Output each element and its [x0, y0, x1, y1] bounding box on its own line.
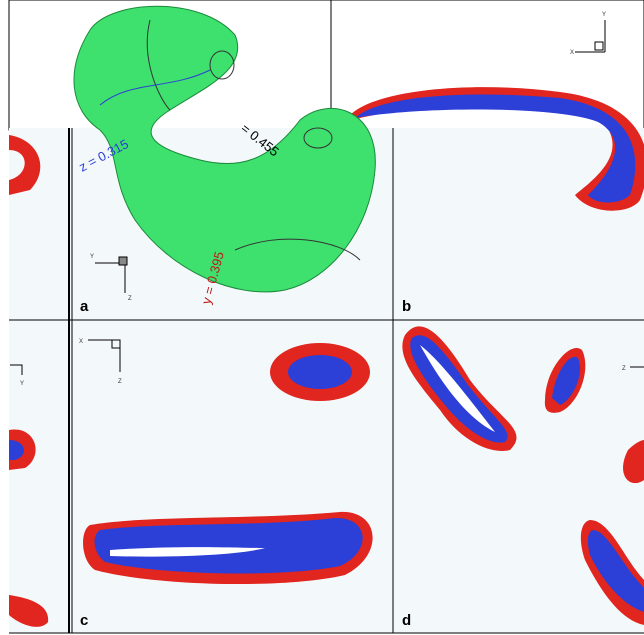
axis-label: Z: [118, 379, 122, 385]
axis-label: Y: [20, 381, 24, 387]
axis-label: Z: [128, 296, 132, 302]
axis-label: Y: [602, 12, 606, 18]
panel-label: c: [80, 612, 88, 629]
panel-label: d: [402, 612, 411, 629]
particle-ring: [288, 355, 352, 389]
axis-label: X: [79, 339, 83, 345]
axis-label: Z: [622, 366, 626, 372]
panel-label: a: [80, 298, 89, 315]
panel-label: b: [402, 298, 411, 315]
figure: X Y Y Z X Z Y Z z = 0.315 = 0.455 y = 0.…: [0, 0, 644, 635]
axis-label: Y: [90, 254, 94, 260]
axis-label: X: [570, 50, 574, 56]
